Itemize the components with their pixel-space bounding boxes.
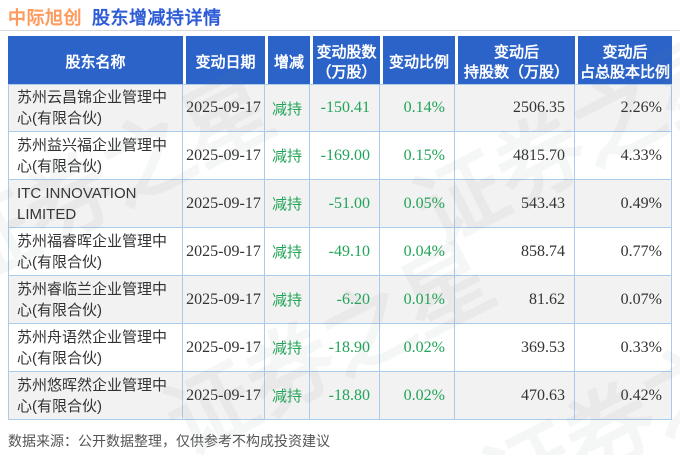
shareholder-name-cell: 苏州悠晖然企业管理中心(有限合伙) [8, 372, 183, 420]
after-shares-cell: 369.53 [455, 324, 575, 372]
change-ratio-cell: 0.01% [380, 276, 455, 324]
action-cell: 减持 [265, 276, 310, 324]
header-line: 变动比例 [388, 53, 449, 71]
shareholder-name-cell: 苏州福睿晖企业管理中心(有限合伙) [8, 228, 183, 276]
shareholder-name-cell: ITC INNOVATION LIMITED [8, 180, 183, 228]
change-ratio-cell: 0.02% [380, 324, 455, 372]
data-source-note: 数据来源：公开数据整理，仅供参考不构成投资建议 [8, 433, 330, 449]
column-header-shareholder-name: 股东名称 [8, 36, 183, 89]
change-shares-cell: -150.41 [310, 84, 380, 132]
action-cell: 减持 [265, 84, 310, 132]
column-header-after-shares: 变动后持股数（万股） [455, 36, 575, 89]
change-ratio-cell: 0.02% [380, 372, 455, 420]
action-cell: 减持 [265, 228, 310, 276]
header-line: 股东名称 [65, 53, 126, 71]
column-header-change-ratio: 变动比例 [380, 36, 455, 89]
after-ratio-cell: 0.33% [575, 324, 672, 372]
change-date-cell: 2025-09-17 [183, 276, 265, 324]
change-date-cell: 2025-09-17 [183, 228, 265, 276]
after-shares-cell: 858.74 [455, 228, 575, 276]
shareholder-name-cell: 苏州益兴福企业管理中心(有限合伙) [8, 132, 183, 180]
shareholder-name-cell: 苏州舟语然企业管理中心(有限合伙) [8, 324, 183, 372]
after-shares-cell: 4815.70 [455, 132, 575, 180]
change-shares-cell: -169.00 [310, 132, 380, 180]
page-subtitle: 股东增减持详情 [92, 8, 222, 28]
change-date-cell: 2025-09-17 [183, 132, 265, 180]
change-date-cell: 2025-09-17 [183, 180, 265, 228]
after-shares-cell: 81.62 [455, 276, 575, 324]
column-header-change-date: 变动日期 [183, 36, 265, 89]
header-line: 占总股本比例 [579, 63, 670, 81]
column-header-after-ratio: 变动后 占总股本比例 [575, 36, 672, 89]
after-shares-cell: 543.43 [455, 180, 575, 228]
after-ratio-cell: 0.42% [575, 372, 672, 420]
header-line: 变动后 [493, 43, 539, 61]
change-ratio-cell: 0.05% [380, 180, 455, 228]
action-cell: 减持 [265, 180, 310, 228]
header-line: （万股） [316, 63, 377, 81]
change-shares-cell: -18.90 [310, 324, 380, 372]
change-shares-cell: -51.00 [310, 180, 380, 228]
change-shares-cell: -49.10 [310, 228, 380, 276]
shareholder-name-cell: 苏州睿临兰企业管理中心(有限合伙) [8, 276, 183, 324]
header-line: 变动股数 [316, 43, 377, 61]
column-header-action: 增减 [265, 36, 310, 89]
action-cell: 减持 [265, 324, 310, 372]
change-date-cell: 2025-09-17 [183, 324, 265, 372]
after-ratio-cell: 2.26% [575, 84, 672, 132]
title-divider [0, 30, 680, 31]
after-shares-cell: 2506.35 [455, 84, 575, 132]
action-cell: 减持 [265, 132, 310, 180]
change-date-cell: 2025-09-17 [183, 84, 265, 132]
change-ratio-cell: 0.14% [380, 84, 455, 132]
header-line: 变动日期 [195, 53, 256, 71]
change-shares-cell: -6.20 [310, 276, 380, 324]
change-ratio-cell: 0.04% [380, 228, 455, 276]
after-ratio-cell: 4.33% [575, 132, 672, 180]
change-date-cell: 2025-09-17 [183, 372, 265, 420]
column-header-change-shares: 变动股数 （万股） [310, 36, 380, 89]
after-shares-cell: 470.63 [455, 372, 575, 420]
header-line: 增减 [273, 53, 304, 71]
after-ratio-cell: 0.49% [575, 180, 672, 228]
after-ratio-cell: 0.77% [575, 228, 672, 276]
change-shares-cell: -18.80 [310, 372, 380, 420]
shareholder-change-table: 股东名称 变动日期 增减 变动股数 （万股） 变动比例 变动后持股数（万股） 变动… [8, 36, 672, 420]
action-cell: 减持 [265, 372, 310, 420]
shareholder-name-cell: 苏州云昌锦企业管理中心(有限合伙) [8, 84, 183, 132]
stock-name: 中际旭创 [8, 8, 82, 28]
header-line: 变动后 [602, 43, 648, 61]
change-ratio-cell: 0.15% [380, 132, 455, 180]
header-line: 持股数（万股） [463, 63, 569, 81]
page-title: 中际旭创 股东增减持详情 [8, 4, 222, 30]
after-ratio-cell: 0.07% [575, 276, 672, 324]
